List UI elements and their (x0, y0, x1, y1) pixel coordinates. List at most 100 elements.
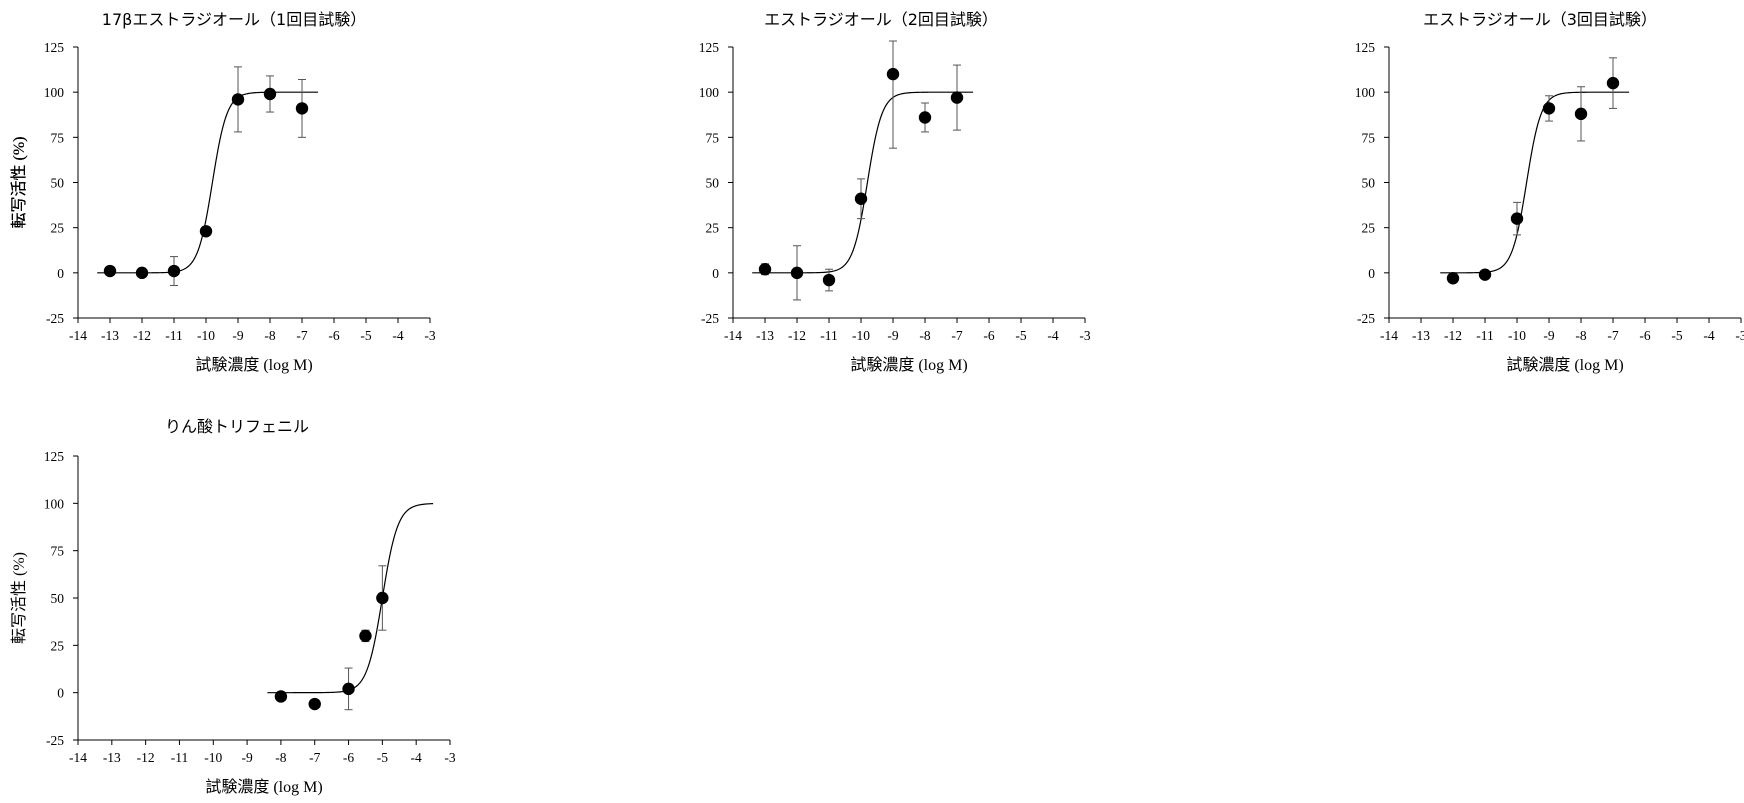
data-point (918, 111, 932, 124)
chart-panel-3: エストラジオール（3回目試験） -25 0 25 50 75 100 125 -14 -13 -12… (10, 10, 1744, 374)
x-tick-label: -4 (411, 750, 422, 765)
fit-curve (267, 503, 434, 694)
x-tick-label: -12 (133, 328, 151, 343)
x-tick-label: -8 (275, 750, 286, 765)
x-tick-label: -9 (1543, 328, 1554, 343)
x-tick-label: -12 (788, 328, 806, 343)
data-point (758, 263, 772, 276)
y-tick-label: 25 (1362, 221, 1376, 236)
x-tick-label: -5 (377, 750, 388, 765)
data-point (1574, 107, 1588, 121)
data-point (1606, 76, 1620, 90)
x-tick-label: -8 (1575, 328, 1586, 343)
fit-curve (1440, 91, 1629, 274)
y-tick-label: 25 (706, 221, 720, 236)
y-tick-label: 50 (51, 176, 65, 191)
x-tick-label: -13 (1412, 328, 1430, 343)
x-tick-label: -4 (1047, 328, 1058, 343)
x-tick-label: -6 (328, 328, 339, 343)
x-tick-label: -10 (852, 328, 870, 343)
chart-title: りん酸トリフェニル (165, 417, 309, 436)
y-tick-label: 0 (57, 686, 64, 701)
data-point (822, 273, 836, 287)
x-tick-label: -9 (887, 328, 898, 343)
x-tick-label: -3 (1079, 328, 1090, 343)
y-tick-label: 125 (44, 449, 65, 464)
data-point (274, 690, 288, 703)
data-point (359, 629, 372, 643)
x-tick-label: -11 (1476, 328, 1494, 343)
x-tick-label: -9 (232, 328, 243, 343)
y-tick-label: 100 (699, 85, 720, 100)
data-point (950, 91, 964, 104)
data-point (231, 93, 245, 106)
x-tick-label: -9 (241, 750, 252, 765)
x-axis-label: 試験濃度 (log M) (850, 356, 967, 374)
y-tick-label: 50 (1362, 176, 1376, 191)
x-tick-label: -14 (724, 328, 742, 343)
x-tick-label: -13 (756, 328, 774, 343)
x-tick-label: -6 (343, 750, 354, 765)
y-axis-label: 転写活性 (%) (10, 137, 28, 229)
chart-title: 17βエストラジオール（1回目試験） (102, 10, 366, 29)
y-tick-label: 100 (44, 85, 65, 100)
x-tick-label: -5 (360, 328, 371, 343)
x-tick-label: -11 (171, 750, 189, 765)
data-point (308, 697, 321, 711)
x-tick-label: -7 (1607, 328, 1618, 343)
y-tick-label: 25 (51, 638, 65, 653)
y-tick-label: 0 (57, 266, 64, 281)
data-point (135, 266, 149, 280)
data-point (376, 591, 389, 605)
y-tick-label: 75 (51, 130, 65, 145)
x-tick-label: -8 (264, 328, 275, 343)
x-tick-label: -13 (101, 328, 119, 343)
x-tick-label: -11 (820, 328, 838, 343)
x-axis-label: 試験濃度 (log M) (195, 356, 312, 374)
y-tick-label: -25 (46, 311, 64, 326)
data-point (295, 102, 309, 115)
x-tick-label: -3 (444, 750, 455, 765)
x-tick-label: -12 (1444, 328, 1462, 343)
data-point (1510, 212, 1524, 225)
x-tick-label: -12 (137, 750, 155, 765)
x-tick-label: -14 (1380, 328, 1398, 343)
data-point (1542, 102, 1556, 115)
data-point (103, 264, 117, 278)
x-tick-label: -7 (296, 328, 307, 343)
y-tick-label: 0 (1368, 266, 1375, 281)
y-tick-label: 75 (1362, 130, 1376, 145)
y-tick-label: 50 (706, 176, 720, 191)
chart-panel-1: 17βエストラジオール（1回目試験） -25 0 25 50 75 100 125 -14 -13… (10, 10, 436, 374)
y-tick-label: 100 (44, 496, 65, 511)
x-tick-label: -14 (69, 328, 87, 343)
x-axis-label: 試験濃度 (log M) (1506, 356, 1623, 374)
data-point (167, 264, 181, 278)
x-tick-label: -6 (983, 328, 994, 343)
y-tick-label: 125 (1355, 40, 1376, 55)
x-tick-label: -3 (1735, 328, 1744, 343)
x-tick-label: -5 (1671, 328, 1682, 343)
y-tick-label: 100 (1355, 85, 1376, 100)
y-tick-label: 50 (51, 591, 65, 606)
y-tick-label: 125 (44, 40, 65, 55)
x-tick-label: -7 (309, 750, 320, 765)
x-tick-label: -10 (204, 750, 222, 765)
chart-title: エストラジオール（3回目試験） (1423, 10, 1657, 29)
x-tick-label: -10 (1508, 328, 1526, 343)
y-tick-label: -25 (46, 733, 64, 748)
x-tick-label: -5 (1015, 328, 1026, 343)
x-tick-label: -8 (919, 328, 930, 343)
x-tick-label: -3 (424, 328, 435, 343)
data-point (1478, 268, 1492, 281)
fit-curve (752, 91, 973, 274)
chart-title: エストラジオール（2回目試験） (764, 10, 998, 29)
y-tick-label: -25 (701, 311, 719, 326)
chart-panel-2: エストラジオール（2回目試験） -25 0 25 50 75 100 125 -14 -13 -12… (10, 10, 1091, 374)
data-point (854, 192, 868, 205)
y-tick-label: 75 (706, 130, 720, 145)
x-tick-label: -6 (1639, 328, 1650, 343)
y-axis-label: 転写活性 (%) (10, 137, 28, 229)
y-tick-label: 75 (51, 544, 65, 559)
